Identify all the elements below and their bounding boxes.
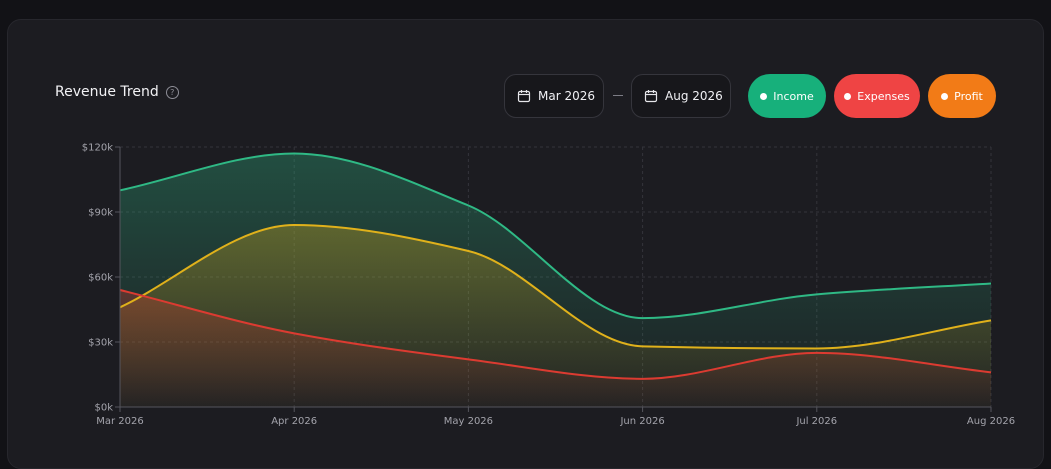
y-tick-label: $0k xyxy=(94,403,113,414)
start-date-label: Mar 2026 xyxy=(538,89,595,103)
line-expenses xyxy=(119,289,992,380)
start-date-picker[interactable]: Mar 2026 xyxy=(504,74,604,118)
chart-axes: $0k $30k $60k $90k $120k Mar 2026 Apr 2026 May … xyxy=(82,143,1015,428)
x-tick-label: Aug 2026 xyxy=(967,416,1015,427)
line-income xyxy=(119,152,992,320)
area-expenses xyxy=(120,290,991,407)
legend-income-label: Income xyxy=(773,89,814,103)
y-tick-label: $90k xyxy=(88,208,113,219)
end-date-picker[interactable]: Aug 2026 xyxy=(631,74,731,118)
line-profit xyxy=(119,223,992,350)
legend-profit-button[interactable]: Profit xyxy=(928,74,996,118)
y-tick-label: $60k xyxy=(88,273,113,284)
x-tick-label: May 2026 xyxy=(444,416,493,427)
calendar-icon xyxy=(644,90,658,103)
y-tick-label: $30k xyxy=(88,338,113,349)
x-tick-label: Apr 2026 xyxy=(271,416,317,427)
legend-expenses-button[interactable]: Expenses xyxy=(834,74,920,118)
chart-lines xyxy=(119,152,992,380)
x-tick-label: Jun 2026 xyxy=(619,416,664,427)
calendar-icon xyxy=(517,90,531,103)
revenue-area-chart: $0k $30k $60k $90k $120k Mar 2026 Apr 2026 May … xyxy=(82,143,1015,428)
legend-expenses-label: Expenses xyxy=(857,89,910,103)
chart-header: Revenue Trend ? xyxy=(55,84,179,100)
question-circle-icon[interactable]: ? xyxy=(165,85,179,99)
end-date-label: Aug 2026 xyxy=(665,89,723,103)
x-tick-label: Jul 2026 xyxy=(795,416,837,427)
legend-income-button[interactable]: Income xyxy=(748,74,826,118)
dot-icon xyxy=(844,92,852,100)
date-range-separator xyxy=(613,95,623,96)
chart-areas xyxy=(120,153,991,407)
legend-profit-label: Profit xyxy=(954,89,983,103)
y-tick-label: $120k xyxy=(82,143,113,154)
dot-icon xyxy=(941,92,949,100)
chart-title: Revenue Trend xyxy=(55,84,159,100)
x-tick-label: Mar 2026 xyxy=(96,416,144,427)
dot-icon xyxy=(760,92,768,100)
